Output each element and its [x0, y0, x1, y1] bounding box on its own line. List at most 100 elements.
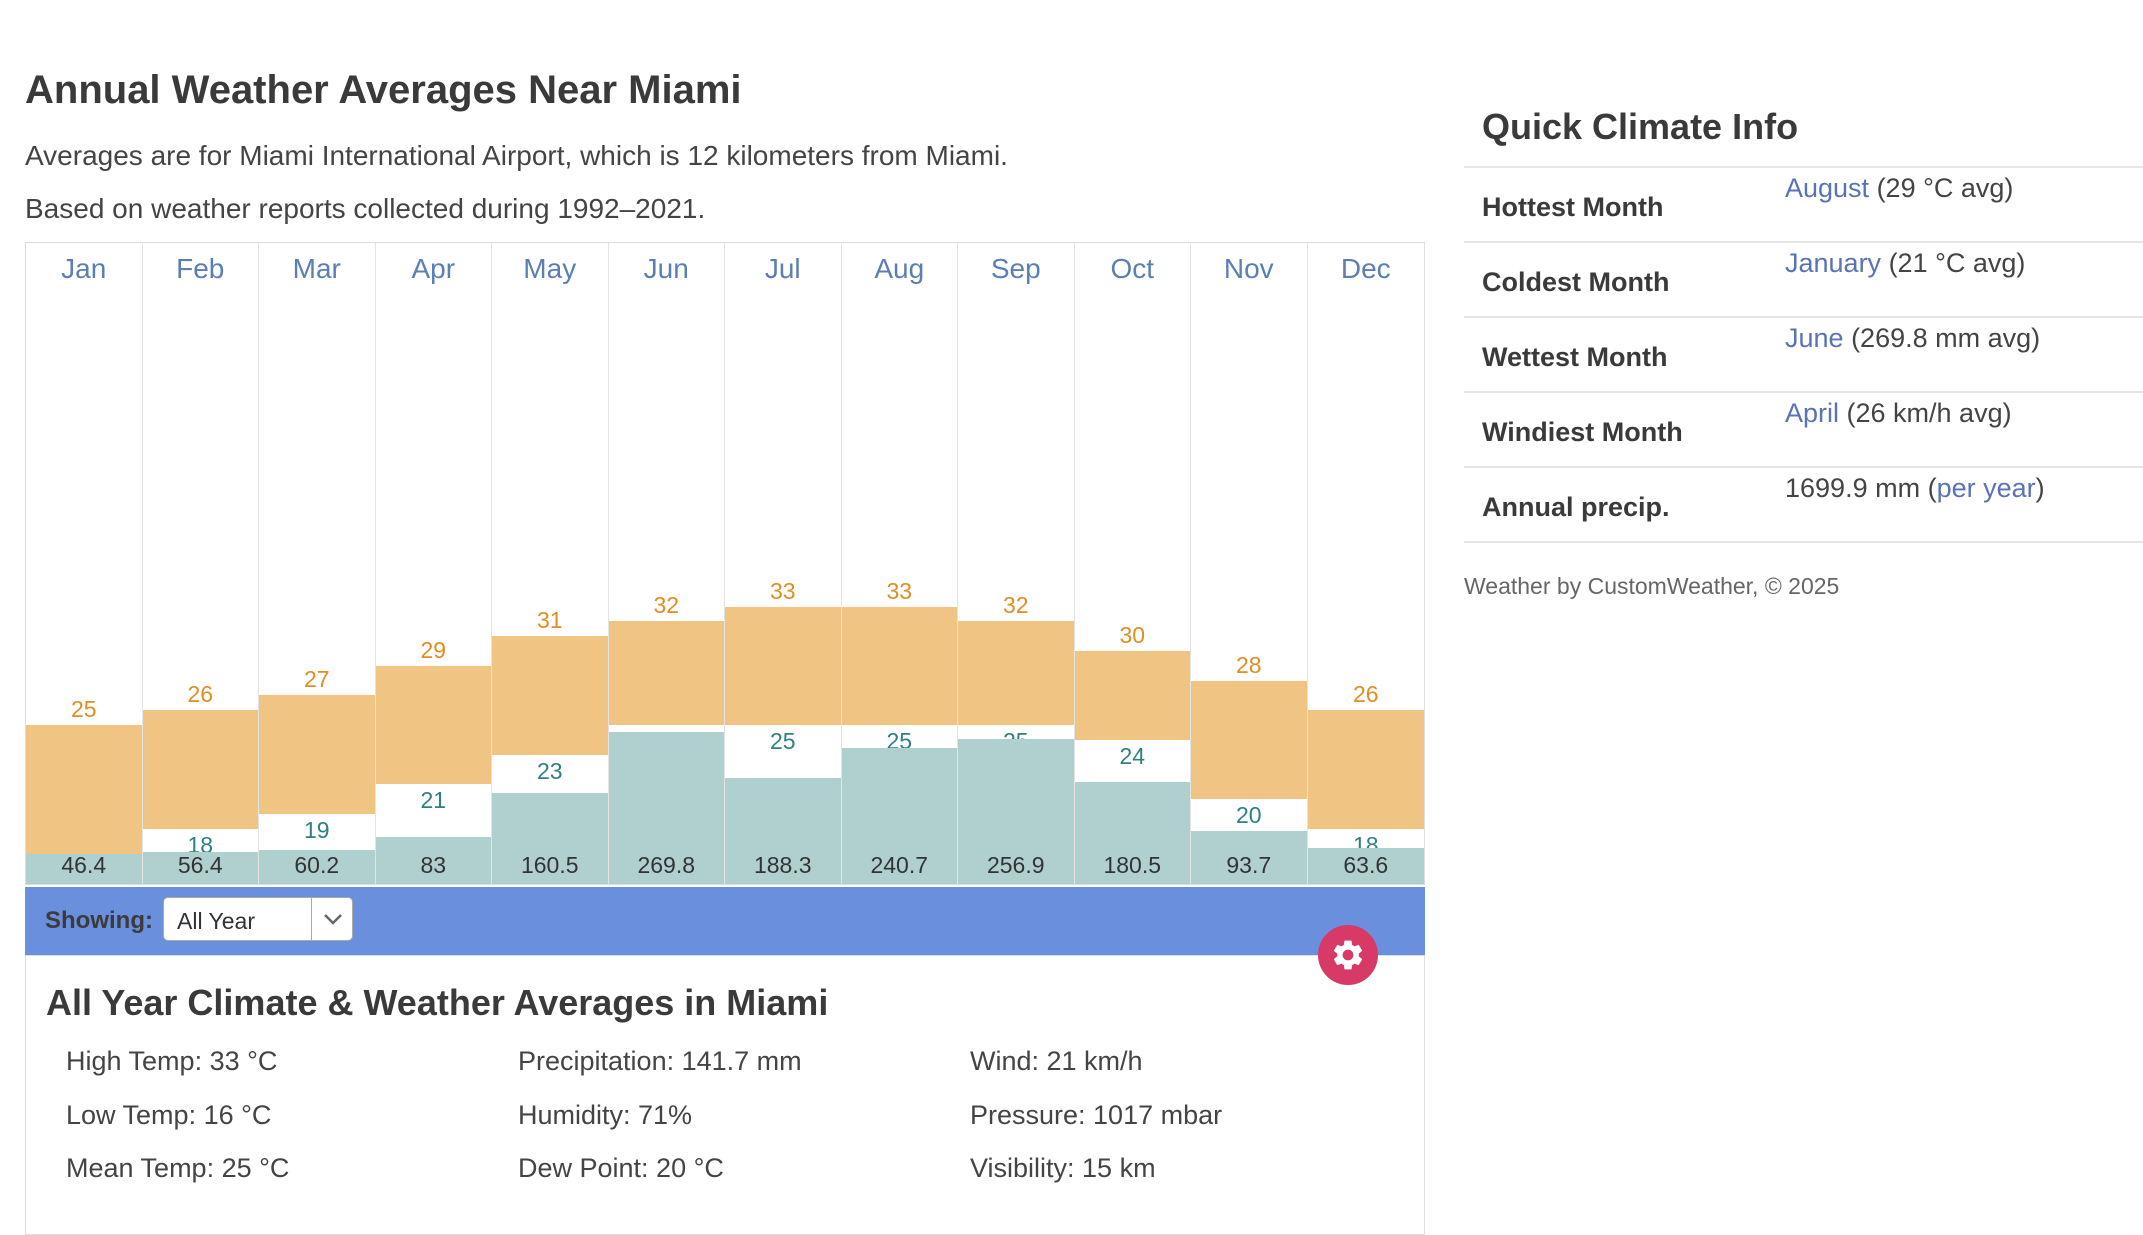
showing-label: Showing: [45, 907, 153, 934]
temp-range-bar [841, 606, 957, 725]
temp-range-bar [608, 621, 724, 725]
month-column-may: May 31 23 160.5 [492, 243, 609, 884]
precipitation-bar [841, 748, 957, 884]
intro-text-location: Averages are for Miami International Air… [25, 140, 1008, 171]
month-column-mar: Mar 27 19 60.2 [259, 243, 376, 884]
precipitation-bar [26, 854, 142, 884]
month-label[interactable]: Mar [292, 253, 341, 284]
stat-high-temp: High Temp: 33 °C [66, 1046, 278, 1076]
month-column-feb: Feb 26 18 56.4 [142, 243, 259, 884]
month-column-oct: Oct 30 24 180.5 [1074, 243, 1191, 884]
weather-credit: Weather by CustomWeather, © 2025 [1464, 573, 1840, 599]
month-label[interactable]: Nov [1223, 253, 1274, 284]
month-link-august[interactable]: August [1785, 173, 1870, 203]
stat-visibility: Visibility: 15 km [970, 1153, 1156, 1183]
month-column-jul: Jul 33 25 188.3 [725, 243, 842, 884]
info-row-annual-precip: Annual precip. 1699.9 mm (per year) [1464, 466, 2143, 543]
precipitation-label: 160.5 [520, 852, 579, 878]
details-panel: All Year Climate & Weather Averages in M… [25, 955, 1425, 1235]
precipitation-label: 63.6 [1343, 852, 1389, 878]
sidebar-title: Quick Climate Info [1482, 106, 1799, 147]
precipitation-label: 56.4 [177, 852, 223, 878]
temp-range-bar [142, 710, 258, 829]
month-column-nov: Nov 28 20 93.7 [1191, 243, 1308, 884]
month-column-jun: Jun3225269.8 [608, 243, 725, 884]
temp-range-bar [492, 636, 608, 755]
month-link-january[interactable]: January [1785, 248, 1882, 278]
annual-weather-chart: Jan251646.4Feb261856.4Mar271960.2Apr2921… [25, 242, 1425, 887]
month-label[interactable]: Dec [1340, 253, 1391, 284]
precipitation-label: 46.4 [61, 852, 107, 878]
info-value-text: (21 °C avg) [1881, 248, 2026, 278]
high-temp-label: 26 [1352, 681, 1379, 708]
stat-low-temp: Low Temp: 16 °C [66, 1100, 272, 1130]
month-label[interactable]: Jun [643, 253, 689, 284]
temp-range-bar [1074, 651, 1190, 740]
info-value-text: (29 °C avg) [1869, 173, 2014, 203]
high-temp-label: 30 [1119, 622, 1146, 648]
precipitation-label: 180.5 [1103, 852, 1162, 878]
month-label[interactable]: Jul [764, 253, 801, 284]
high-temp-label: 28 [1235, 651, 1262, 678]
low-temp-label: 23 [536, 757, 563, 784]
month-column-dec: Dec 26 18 63.6 [1307, 243, 1424, 884]
precipitation-bar [1191, 831, 1307, 884]
stat-pressure: Pressure: 1017 mbar [970, 1100, 1223, 1130]
select-divider [311, 898, 312, 940]
low-temp-label: 24 [1119, 742, 1146, 769]
month-label[interactable]: Aug [874, 253, 925, 284]
month-label[interactable]: May [523, 253, 577, 284]
low-temp-label: 25 [769, 728, 796, 754]
precipitation-bar [259, 849, 375, 884]
high-temp-label: 25 [70, 696, 97, 722]
precipitation-bar [1307, 848, 1424, 884]
month-link-june[interactable]: June [1785, 323, 1844, 353]
gear-icon [1333, 940, 1363, 970]
info-value: June (269.8 mm avg) [1785, 323, 2040, 354]
page-title: Annual Weather Averages Near Miami [25, 68, 742, 112]
temp-range-bar [1307, 710, 1424, 829]
info-value-prefix: 1699.9 mm ( [1785, 473, 1937, 503]
month-link-april[interactable]: April [1785, 398, 1840, 428]
stat-humidity: Humidity: 71% [518, 1100, 693, 1130]
details-title: All Year Climate & Weather Averages in M… [46, 982, 829, 1023]
month-column-aug: Aug 33 25 240.7 [841, 243, 958, 884]
info-label: Wettest Month [1482, 342, 1668, 372]
info-value: August (29 °C avg) [1785, 173, 2013, 204]
intro-text-period: Based on weather reports collected durin… [25, 193, 706, 224]
stat-dew-point: Dew Point: 20 °C [518, 1153, 724, 1183]
per-year-link[interactable]: per year [1936, 473, 2036, 503]
precipitation-label: 240.7 [870, 852, 929, 878]
high-temp-label: 29 [420, 636, 447, 663]
precipitation-bar [725, 777, 841, 884]
stat-mean-temp: Mean Temp: 25 °C [66, 1153, 290, 1183]
precipitation-bar [1074, 782, 1190, 884]
climate-info-table: Hottest Month August (29 °C avg) Coldest… [1464, 166, 2143, 543]
precipitation-bar [492, 793, 608, 884]
period-select[interactable]: All Year [163, 897, 353, 941]
temp-range-bar [1191, 680, 1307, 799]
month-column-sep: Sep3225256.9 [958, 243, 1075, 884]
temp-range-bar [725, 606, 841, 725]
info-value: 1699.9 mm (per year) [1785, 473, 2045, 504]
settings-button[interactable] [1318, 925, 1378, 985]
low-temp-label: 21 [420, 787, 447, 814]
month-label[interactable]: Feb [176, 253, 225, 284]
month-label[interactable]: Apr [411, 253, 456, 284]
stat-precipitation: Precipitation: 141.7 mm [518, 1046, 802, 1076]
info-value-suffix: ) [2035, 473, 2045, 503]
precipitation-label: 83 [420, 852, 447, 878]
showing-bar: Showing: All Year [25, 887, 1425, 955]
month-label[interactable]: Oct [1110, 253, 1155, 284]
precipitation-label: 93.7 [1226, 852, 1272, 878]
precipitation-bar [958, 738, 1074, 884]
temp-range-bar [375, 665, 491, 785]
info-value-text: (26 km/h avg) [1839, 398, 2012, 428]
month-label[interactable]: Jan [61, 253, 107, 284]
high-temp-label: 31 [536, 607, 563, 634]
precipitation-bar [142, 852, 258, 884]
month-label[interactable]: Sep [990, 253, 1041, 284]
info-label: Windiest Month [1482, 417, 1683, 447]
temp-range-bar [259, 695, 375, 814]
precipitation-label: 269.8 [637, 852, 696, 878]
